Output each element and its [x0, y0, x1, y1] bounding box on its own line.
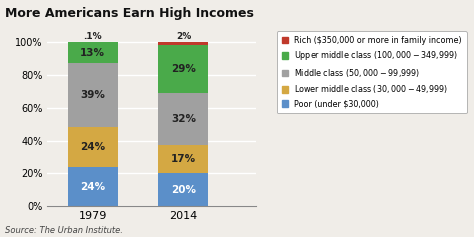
Bar	[158, 93, 209, 146]
Legend: Rich ($350,000 or more in family income), Upper middle class ($100,000-$349,999): Rich ($350,000 or more in family income)…	[277, 31, 467, 114]
Text: .1%: .1%	[83, 32, 102, 41]
Text: 32%: 32%	[171, 114, 196, 124]
Text: 20%: 20%	[171, 185, 196, 195]
Bar	[68, 42, 118, 64]
Text: Source: The Urban Institute.: Source: The Urban Institute.	[5, 226, 123, 235]
Text: 24%: 24%	[80, 142, 105, 152]
Bar	[158, 146, 209, 173]
Text: 17%: 17%	[171, 155, 196, 164]
Text: 24%: 24%	[80, 182, 105, 191]
Bar	[68, 64, 118, 128]
Text: 39%: 39%	[80, 91, 105, 100]
Bar	[158, 42, 209, 46]
Bar	[158, 173, 209, 206]
Text: More Americans Earn High Incomes: More Americans Earn High Incomes	[5, 7, 254, 20]
Text: 13%: 13%	[80, 48, 105, 58]
Text: 2%: 2%	[176, 32, 191, 41]
Bar	[158, 46, 209, 93]
Text: 29%: 29%	[171, 64, 196, 74]
Bar	[68, 128, 118, 167]
Bar	[68, 167, 118, 206]
